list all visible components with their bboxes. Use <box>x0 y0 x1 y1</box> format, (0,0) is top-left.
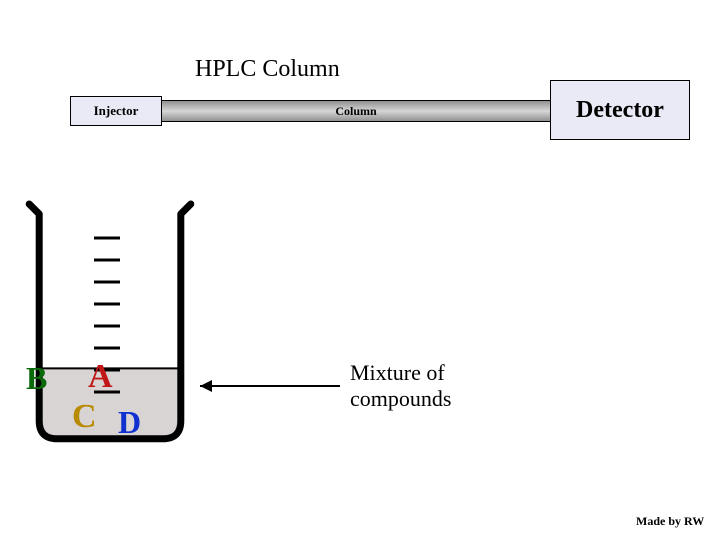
compound-label-d: D <box>118 404 141 441</box>
injector-box: Injector <box>70 96 162 126</box>
detector-box: Detector <box>550 80 690 140</box>
credit-label: Made by RW <box>636 514 704 529</box>
injector-label: Injector <box>94 103 139 119</box>
column-pipe: Column <box>162 100 550 122</box>
mixture-label-line2: compounds <box>350 386 451 412</box>
compound-label-b: B <box>26 360 47 397</box>
compound-label-a: A <box>88 358 113 396</box>
beaker <box>20 190 200 450</box>
detector-label: Detector <box>576 97 664 124</box>
page-title: HPLC Column <box>195 56 340 83</box>
diagram-stage: { "canvas": { "width": 720, "height": 54… <box>0 0 720 540</box>
compound-label-c: C <box>72 398 97 436</box>
column-label: Column <box>335 104 376 119</box>
mixture-of-compounds-label: Mixture of compounds <box>350 360 451 412</box>
mixture-label-line1: Mixture of <box>350 360 451 386</box>
beaker-icon <box>20 190 200 450</box>
